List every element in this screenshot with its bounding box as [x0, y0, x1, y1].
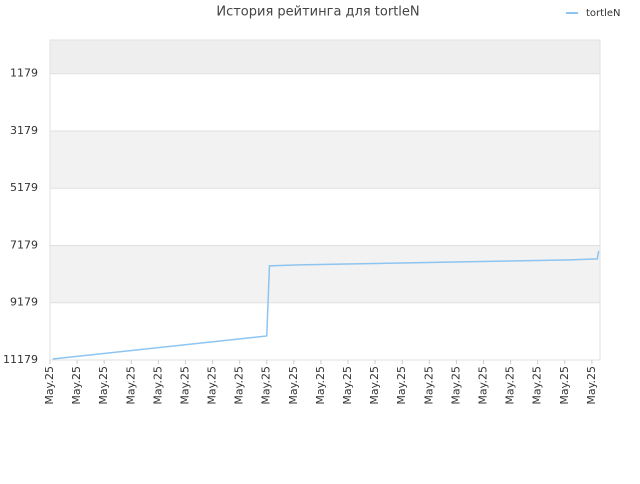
- plot-band: [50, 130, 600, 189]
- y-tick-label: 9179: [10, 296, 38, 309]
- x-tick-label: May.25: [233, 366, 246, 405]
- x-tick-label: May.25: [124, 366, 137, 405]
- plot-band: [50, 73, 600, 131]
- line-series: [52, 250, 600, 360]
- x-tick-label: May.25: [449, 366, 462, 405]
- y-tick-label: 1179: [10, 67, 38, 80]
- x-tick-label: May.25: [558, 366, 571, 405]
- y-tick-label: 3179: [10, 124, 38, 137]
- x-tick-label: May.25: [422, 366, 435, 405]
- x-tick-label: May.25: [368, 366, 381, 405]
- x-tick-label: May.25: [260, 366, 273, 405]
- x-tick-label: May.25: [314, 366, 327, 405]
- x-tick-label: May.25: [585, 366, 598, 405]
- x-tick-label: May.25: [97, 366, 110, 405]
- x-tick-label: May.25: [341, 366, 354, 405]
- plot-band: [50, 40, 600, 74]
- x-tick-label: May.25: [70, 366, 83, 405]
- x-tick-label: May.25: [395, 366, 408, 405]
- x-tick-label: May.25: [43, 366, 56, 405]
- x-tick-label: May.25: [504, 366, 517, 405]
- y-tick-label: 5179: [10, 181, 38, 194]
- plot-band: [50, 245, 600, 303]
- y-tick-label: 7179: [10, 238, 38, 251]
- plot-band: [50, 188, 600, 246]
- x-tick-label: May.25: [287, 366, 300, 405]
- x-tick-label: May.25: [531, 366, 544, 405]
- y-tick-label: 11179: [3, 353, 38, 366]
- x-tick-label: May.25: [206, 366, 219, 405]
- x-tick-label: May.25: [476, 366, 489, 405]
- legend-label: tortleN: [586, 8, 620, 19]
- x-tick-label: May.25: [151, 366, 164, 405]
- chart-title: История рейтинга для tortleN: [216, 5, 419, 20]
- plot-band: [50, 302, 600, 360]
- x-tick-label: May.25: [178, 366, 191, 405]
